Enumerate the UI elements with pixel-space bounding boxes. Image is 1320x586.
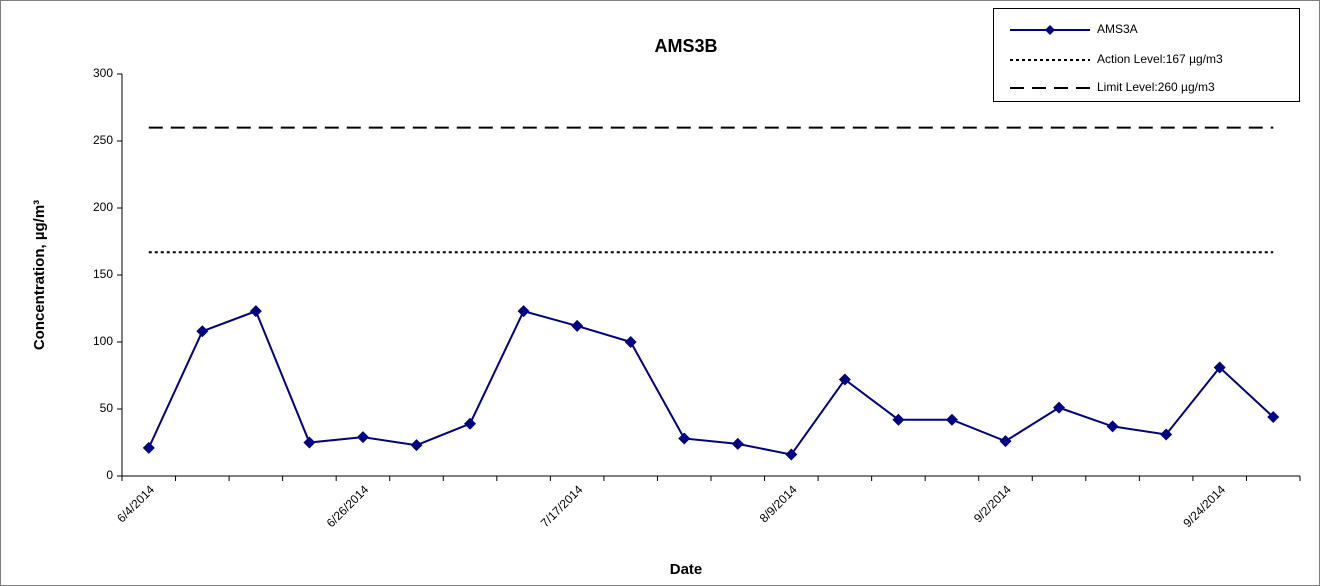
- diamond-marker: [410, 439, 423, 452]
- legend-label: Action Level:167 µg/m3: [1097, 52, 1223, 66]
- diamond-marker: [678, 432, 691, 445]
- diamond-marker: [571, 319, 584, 332]
- diamond-marker: [142, 441, 155, 454]
- y-tick-label: 150: [93, 267, 113, 281]
- legend-label: Limit Level:260 µg/m3: [1097, 80, 1215, 94]
- y-tick-label: 250: [93, 133, 113, 147]
- diamond-marker: [892, 413, 905, 426]
- legend-label: AMS3A: [1097, 22, 1138, 36]
- diamond-marker: [303, 436, 316, 449]
- diamond-marker: [624, 336, 637, 348]
- diamond-marker: [731, 437, 744, 450]
- y-tick-label: 100: [93, 334, 113, 348]
- line: [147, 309, 1274, 456]
- diamond-marker: [945, 413, 958, 426]
- x-axis-label: Date: [670, 561, 703, 578]
- diamond-marker: [517, 305, 530, 318]
- diamond-marker: [356, 431, 369, 444]
- chart-title: AMS3B: [654, 36, 717, 56]
- diamond-marker: [464, 417, 477, 430]
- diamond-marker: [1106, 420, 1119, 433]
- diamond-marker: [196, 325, 209, 338]
- diamond-marker: [1053, 401, 1066, 414]
- y-tick-label: 200: [93, 200, 113, 214]
- legend-box: [993, 8, 1300, 102]
- diamond-marker: [838, 373, 851, 386]
- legend-marker: [1045, 25, 1055, 35]
- diamond-marker: [999, 435, 1012, 448]
- diamond-marker: [249, 305, 262, 318]
- diamond-marker: [1160, 428, 1173, 441]
- y-tick-label: 300: [93, 66, 113, 80]
- y-tick-label: 50: [100, 401, 114, 415]
- diamond-marker: [1213, 361, 1226, 374]
- y-tick-label: 0: [106, 468, 113, 482]
- diamond-marker: [1267, 411, 1280, 424]
- diamond-marker: [785, 448, 798, 461]
- y-axis-label: Concentration, µg/m³: [31, 200, 48, 350]
